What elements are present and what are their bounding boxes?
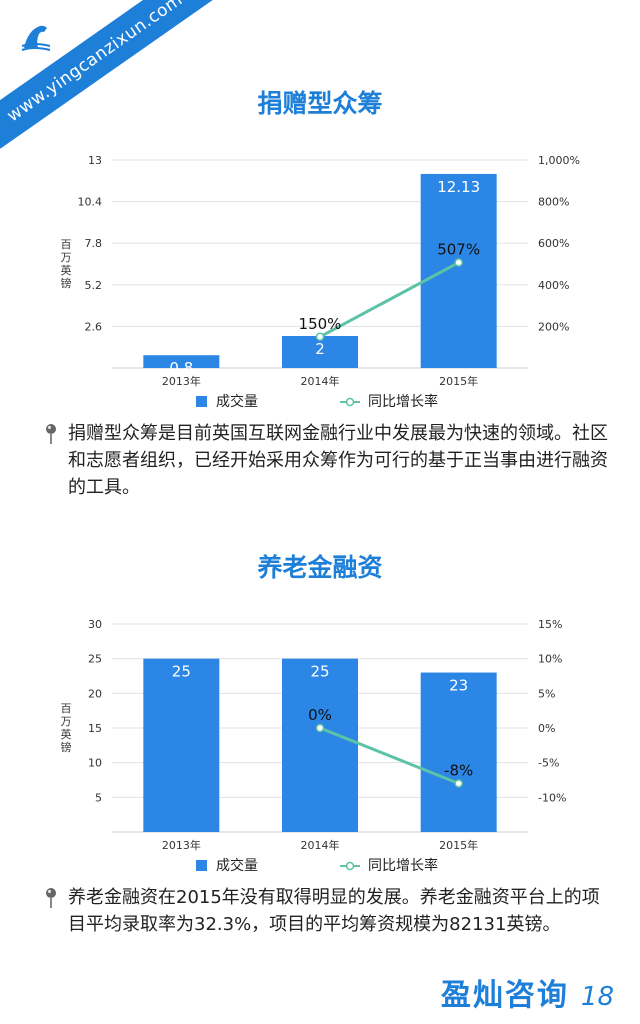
- y2-tick-label: 0%: [538, 722, 555, 735]
- x-tick-label: 2015年: [439, 838, 478, 852]
- x-tick-label: 2014年: [301, 838, 340, 852]
- bar-value-label: 23: [449, 677, 468, 695]
- y-tick-label: 10: [88, 757, 102, 770]
- bar-value-label: 25: [310, 663, 329, 681]
- bar-value-label: 25: [172, 663, 191, 681]
- line-value-label: 0%: [308, 706, 332, 724]
- legend-bar-label: 成交量: [216, 857, 258, 874]
- y-axis-label-char: 百: [61, 238, 72, 251]
- y2-tick-label: 200%: [538, 320, 569, 333]
- y2-tick-label: 400%: [538, 279, 569, 292]
- pushpin-icon: [46, 888, 56, 908]
- y-axis-label-char: 英: [61, 263, 72, 277]
- y-tick-label: 5: [95, 791, 102, 804]
- legend-line-label: 同比增长率: [368, 393, 438, 410]
- line-series: [319, 261, 460, 339]
- footer-brand: 盈灿咨询: [440, 978, 569, 1013]
- page-number: 18: [580, 982, 614, 1012]
- x-tick-label: 2015年: [439, 374, 478, 388]
- y-tick-label: 30: [88, 618, 102, 631]
- bar: [282, 658, 358, 832]
- legend-line-marker: [345, 861, 355, 871]
- horse-logo-icon: [15, 17, 57, 59]
- y-tick-label: 2.6: [85, 320, 103, 333]
- y2-tick-label: 1,000%: [538, 154, 580, 167]
- bar: [282, 336, 358, 368]
- pushpin-icon: [46, 424, 56, 444]
- y2-tick-label: 15%: [538, 618, 562, 631]
- line-value-label: 507%: [437, 241, 480, 259]
- y-tick-label: 5.2: [85, 279, 103, 292]
- paragraph-2: 养老金融资在2015年没有取得明显的发展。养老金融资平台上的项目平均录取率为32…: [42, 884, 612, 938]
- bar: [143, 658, 220, 832]
- y-axis-label-char: 镑: [61, 740, 72, 754]
- bar: [420, 672, 497, 832]
- y-tick-label: 15: [88, 722, 102, 735]
- bar-value-label: 2: [315, 340, 325, 358]
- bar-value-label: 12.13: [437, 178, 480, 196]
- chart1: 2.6 5.2 7.8 10.4 13 200% 400% 600% 800% 1,000% 百万英…: [61, 154, 580, 410]
- paragraph-1: 捐赠型众筹是目前英国互联网金融行业中发展最为快速的领域。社区和志愿者组织，已经开…: [42, 420, 612, 501]
- y2-tick-label: 800%: [538, 196, 569, 209]
- y2-tick-label: 5%: [538, 687, 555, 700]
- line-series: [319, 726, 460, 785]
- line-point: [315, 723, 325, 733]
- paragraph-2-text: 养老金融资在2015年没有取得明显的发展。养老金融资平台上的项目平均录取率为32…: [68, 887, 600, 935]
- bar-value-label: 0.8: [169, 359, 193, 377]
- y-tick-label: 10.4: [78, 196, 103, 209]
- y-axis-label-char: 万: [61, 715, 72, 728]
- y-tick-label: 13: [88, 154, 102, 167]
- y2-tick-label: -5%: [538, 757, 559, 770]
- y-axis-label-char: 镑: [61, 276, 72, 290]
- x-tick-label: 2014年: [301, 374, 340, 388]
- x-tick-label: 2013年: [162, 374, 201, 388]
- line-point: [454, 258, 463, 267]
- y-tick-label: 25: [88, 653, 102, 666]
- line-value-label: -8%: [444, 761, 473, 779]
- y-tick-label: 20: [88, 687, 102, 700]
- footer: 盈灿咨询 18: [441, 970, 614, 1014]
- chart1-title: 捐赠型众筹: [257, 89, 383, 118]
- legend-bar-swatch: [196, 396, 207, 407]
- legend-line-marker: [345, 397, 355, 407]
- legend-bar-label: 成交量: [216, 393, 258, 410]
- chart2-title: 养老金融资: [257, 553, 383, 582]
- x-tick-label: 2013年: [162, 838, 201, 852]
- y-axis-label-char: 万: [61, 251, 72, 264]
- bar: [143, 355, 220, 368]
- y2-tick-label: 10%: [538, 653, 562, 666]
- y2-tick-label: 600%: [538, 237, 569, 250]
- line-value-label: 150%: [299, 315, 342, 333]
- legend-bar-swatch: [196, 860, 207, 871]
- y-axis-label-char: 英: [61, 727, 72, 741]
- y-axis-label-char: 百: [61, 702, 72, 715]
- line-point: [454, 779, 463, 788]
- paragraph-1-text: 捐赠型众筹是目前英国互联网金融行业中发展最为快速的领域。社区和志愿者组织，已经开…: [68, 423, 608, 498]
- legend-line-label: 同比增长率: [368, 857, 438, 874]
- y2-tick-label: -10%: [538, 791, 566, 804]
- y-tick-label: 7.8: [85, 237, 103, 250]
- line-point: [315, 332, 325, 342]
- bar: [420, 173, 497, 368]
